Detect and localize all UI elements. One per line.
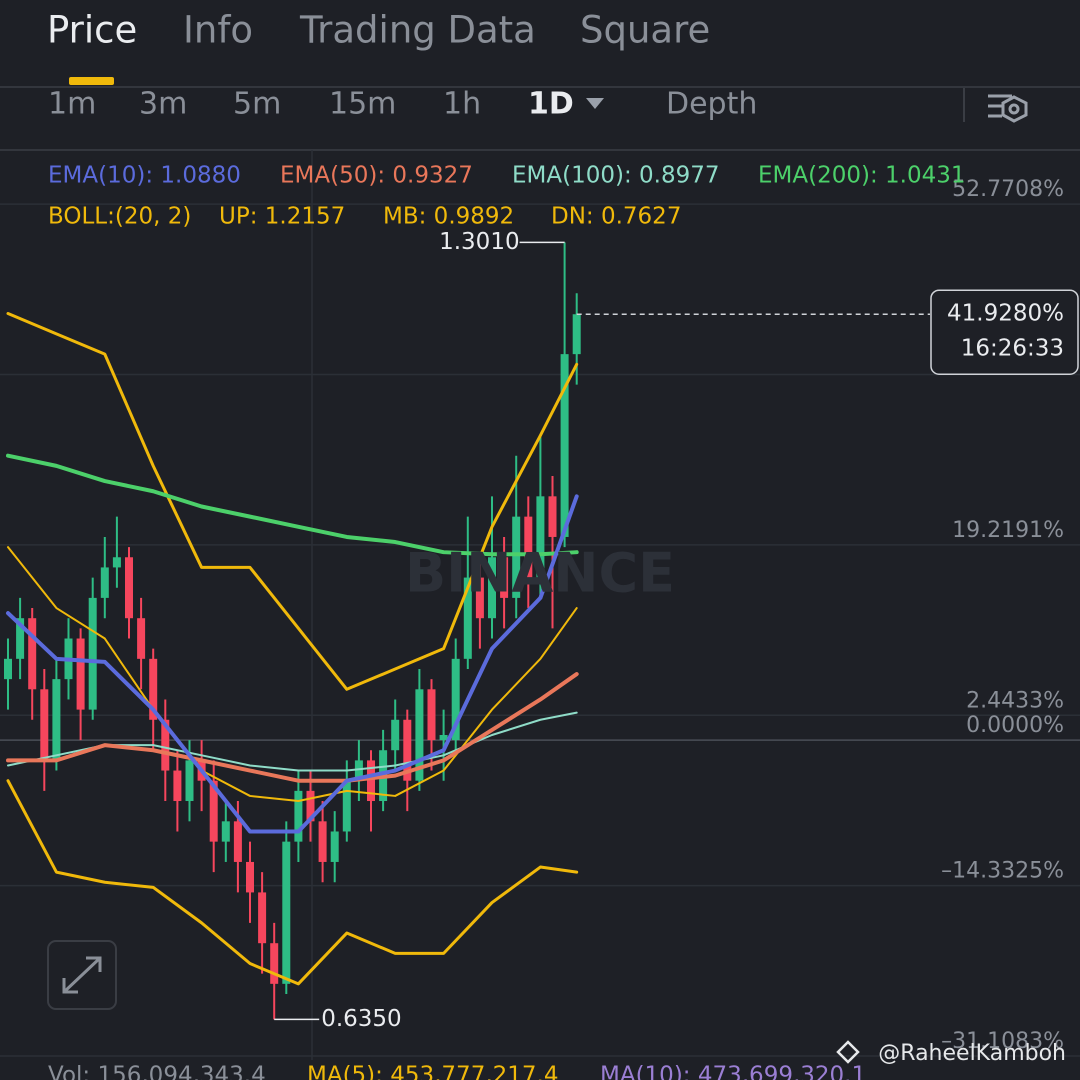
tab[interactable]: Trading Data <box>299 9 536 52</box>
candle-body <box>560 354 569 537</box>
interval[interactable]: 1h <box>443 87 481 122</box>
tab-indicator <box>69 77 114 85</box>
candle-body <box>76 638 85 710</box>
candle-body <box>246 861 254 893</box>
candle-body <box>572 314 581 355</box>
high-label: 1.3010 <box>439 229 519 255</box>
interval[interactable]: Depth <box>666 87 757 122</box>
candle-body <box>463 577 472 659</box>
candle-body <box>427 689 436 741</box>
candle-body <box>282 841 291 984</box>
volume-legend: MA(5): 453,777,217.4 <box>307 1063 558 1080</box>
candle-body <box>40 689 49 761</box>
candle-body <box>100 567 109 598</box>
candle-body <box>4 658 12 680</box>
candle-body <box>451 658 460 741</box>
expand-button[interactable] <box>47 940 117 1010</box>
ema-legend: EMA(200): 1.0431 <box>758 163 966 189</box>
candle-body <box>439 735 448 741</box>
last-price-box <box>930 289 1079 375</box>
indicator-line <box>7 546 578 803</box>
boll-legend: DN: 0.7627 <box>551 204 681 230</box>
candle-body <box>270 943 279 984</box>
credit-logo <box>836 1040 860 1064</box>
candle-body <box>536 496 545 578</box>
candle-body <box>185 760 194 802</box>
indicator-line <box>6 779 579 986</box>
candle-body <box>112 557 121 568</box>
candle-body <box>294 790 303 842</box>
indicator-line <box>6 494 579 834</box>
settings-icon[interactable] <box>988 94 1028 123</box>
candle-body <box>512 516 521 598</box>
credit: @RaheelKamboh <box>878 1041 1066 1066</box>
candle-body <box>16 618 25 659</box>
watermark: BINANCE <box>405 542 675 605</box>
y-tick-label: –14.3325% <box>941 859 1064 884</box>
volume-legend: Vol: 156,094,343.4 <box>48 1063 266 1080</box>
ema-legend: EMA(50): 0.9327 <box>280 163 473 189</box>
indicator-line <box>6 312 579 691</box>
boll-legend: UP: 1.2157 <box>219 204 345 230</box>
boll-legend: MB: 0.9892 <box>383 204 514 230</box>
indicator-line <box>6 672 579 783</box>
ema-legend: EMA(100): 0.8977 <box>512 163 720 189</box>
candle-body <box>52 679 61 761</box>
candle-body <box>330 831 339 862</box>
candle-body <box>161 719 170 771</box>
candle-body <box>354 760 363 781</box>
interval[interactable]: 3m <box>139 87 187 122</box>
candle-body <box>306 790 315 822</box>
candle-body <box>500 557 509 598</box>
ema-legend: EMA(10): 1.0880 <box>48 163 241 189</box>
y-tick-label: 0.0000% <box>966 713 1064 738</box>
candle-body <box>488 557 496 619</box>
y-tick-label: 52.7708% <box>952 177 1064 202</box>
interval[interactable]: 1m <box>48 87 96 122</box>
candle-body <box>221 821 230 842</box>
candle-body <box>524 516 533 578</box>
candle-body <box>318 821 327 862</box>
candle-body <box>367 760 375 802</box>
interval[interactable]: 15m <box>329 87 396 122</box>
dropdown-arrow[interactable] <box>586 98 604 109</box>
y-tick-label: 19.2191% <box>952 518 1064 543</box>
countdown: 16:26:33 <box>961 336 1064 362</box>
candle-body <box>209 780 218 842</box>
candle-body <box>415 689 424 781</box>
candle-body <box>342 780 351 832</box>
y-tick-label: –31.1083% <box>941 1029 1064 1054</box>
candle-body <box>28 618 37 690</box>
candle-body <box>88 597 97 710</box>
tab[interactable]: Price <box>47 9 137 52</box>
interval[interactable]: 5m <box>233 87 281 122</box>
candle-body <box>258 892 267 944</box>
y-tick-label: 2.4433% <box>966 688 1064 713</box>
boll-legend: BOLL:(20, 2) <box>48 204 191 230</box>
candle-body <box>391 719 400 751</box>
candle-body <box>137 618 146 659</box>
candle-body <box>125 557 133 619</box>
candle-body <box>149 658 158 720</box>
volume-legend: MA(10): 473,699,320.1 <box>600 1063 866 1080</box>
tab[interactable]: Square <box>580 9 710 52</box>
low-label: 0.6350 <box>321 1006 401 1032</box>
indicator-line <box>6 453 579 557</box>
candle-body <box>548 496 557 537</box>
candle-body <box>403 719 412 781</box>
last-price-label: 41.9280% <box>947 301 1064 327</box>
candle-body <box>233 821 242 862</box>
tab[interactable]: Info <box>183 9 253 52</box>
interval[interactable]: 1D <box>528 87 574 122</box>
candle-body <box>475 577 484 619</box>
candle-body <box>173 770 182 802</box>
